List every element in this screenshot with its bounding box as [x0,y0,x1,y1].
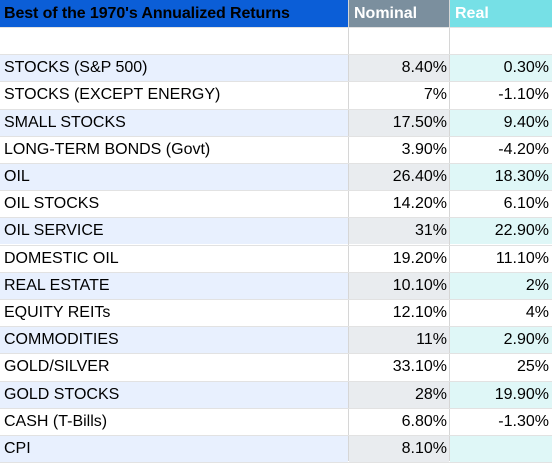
real-cell[interactable]: 19.90% [450,381,552,408]
row-divider [0,326,552,327]
label-cell[interactable]: OIL SERVICE [0,217,348,244]
nominal-cell[interactable] [349,27,449,54]
row-divider [0,381,552,382]
table-row: STOCKS (S&P 500) 8.40% 0.30% [0,54,552,81]
row-divider [0,190,552,191]
table-row [0,27,552,54]
table-row: EQUITY REITs 12.10% 4% [0,299,552,326]
nominal-cell[interactable]: 10.10% [349,272,449,299]
nominal-cell[interactable]: 3.90% [349,136,449,163]
nominal-cell[interactable]: 17.50% [349,109,449,136]
real-cell[interactable]: -4.20% [450,136,552,163]
label-cell[interactable]: SMALL STOCKS [0,109,348,136]
table-row: SMALL STOCKS 17.50% 9.40% [0,109,552,136]
label-cell[interactable] [0,27,348,54]
label-cell[interactable]: STOCKS (EXCEPT ENERGY) [0,81,348,108]
real-cell[interactable] [450,27,552,54]
table-row: GOLD/SILVER 33.10% 25% [0,353,552,380]
real-cell[interactable]: 25% [450,353,552,380]
real-cell[interactable]: 2.90% [450,326,552,353]
header-real-cell[interactable]: Real [450,0,552,27]
real-cell[interactable]: 9.40% [450,109,552,136]
table-row: CPI 8.10% [0,435,552,462]
table-row: OIL SERVICE 31% 22.90% [0,217,552,244]
label-cell[interactable]: REAL ESTATE [0,272,348,299]
row-divider [0,299,552,300]
table-row: GOLD STOCKS 28% 19.90% [0,381,552,408]
row-divider [0,353,552,354]
table-row: DOMESTIC OIL 19.20% 11.10% [0,245,552,272]
real-cell[interactable] [450,435,552,462]
row-divider [0,27,552,28]
row-divider [0,163,552,164]
table-row: COMMODITIES 11% 2.90% [0,326,552,353]
nominal-cell[interactable]: 31% [349,217,449,244]
real-cell[interactable]: 6.10% [450,190,552,217]
nominal-cell[interactable]: 11% [349,326,449,353]
nominal-cell[interactable]: 8.40% [349,54,449,81]
label-cell[interactable]: GOLD/SILVER [0,353,348,380]
nominal-cell[interactable]: 7% [349,81,449,108]
nominal-cell[interactable]: 14.20% [349,190,449,217]
nominal-cell[interactable]: 33.10% [349,353,449,380]
nominal-cell[interactable]: 8.10% [349,435,449,462]
nominal-cell[interactable]: 19.20% [349,245,449,272]
nominal-cell[interactable]: 12.10% [349,299,449,326]
real-cell[interactable]: 4% [450,299,552,326]
column-divider [348,0,349,461]
row-divider [0,245,552,246]
row-divider [0,408,552,409]
header-row: Best of the 1970's Annualized Returns No… [0,0,552,27]
row-divider [0,136,552,137]
table-row: OIL 26.40% 18.30% [0,163,552,190]
table-row: LONG-TERM BONDS (Govt) 3.90% -4.20% [0,136,552,163]
header-title-cell[interactable]: Best of the 1970's Annualized Returns [0,0,348,27]
label-cell[interactable]: CPI [0,435,348,462]
nominal-cell[interactable]: 6.80% [349,408,449,435]
real-cell[interactable]: 22.90% [450,217,552,244]
real-cell[interactable]: 2% [450,272,552,299]
row-divider [0,435,552,436]
label-cell[interactable]: OIL STOCKS [0,190,348,217]
nominal-cell[interactable]: 26.40% [349,163,449,190]
label-cell[interactable]: DOMESTIC OIL [0,245,348,272]
real-cell[interactable]: 0.30% [450,54,552,81]
nominal-cell[interactable]: 28% [349,381,449,408]
label-cell[interactable]: STOCKS (S&P 500) [0,54,348,81]
label-cell[interactable]: COMMODITIES [0,326,348,353]
row-divider [0,81,552,82]
table-row: STOCKS (EXCEPT ENERGY) 7% -1.10% [0,81,552,108]
table-row: CASH (T-Bills) 6.80% -1.30% [0,408,552,435]
label-cell[interactable]: CASH (T-Bills) [0,408,348,435]
real-cell[interactable]: -1.30% [450,408,552,435]
row-divider [0,217,552,218]
column-divider [449,0,450,461]
row-divider [0,54,552,55]
real-cell[interactable]: 11.10% [450,245,552,272]
label-cell[interactable]: EQUITY REITs [0,299,348,326]
row-divider [0,109,552,110]
label-cell[interactable]: OIL [0,163,348,190]
header-nominal-cell[interactable]: Nominal [349,0,449,27]
real-cell[interactable]: 18.30% [450,163,552,190]
real-cell[interactable]: -1.10% [450,81,552,108]
table-row: OIL STOCKS 14.20% 6.10% [0,190,552,217]
table-row: REAL ESTATE 10.10% 2% [0,272,552,299]
label-cell[interactable]: LONG-TERM BONDS (Govt) [0,136,348,163]
row-divider [0,272,552,273]
label-cell[interactable]: GOLD STOCKS [0,381,348,408]
